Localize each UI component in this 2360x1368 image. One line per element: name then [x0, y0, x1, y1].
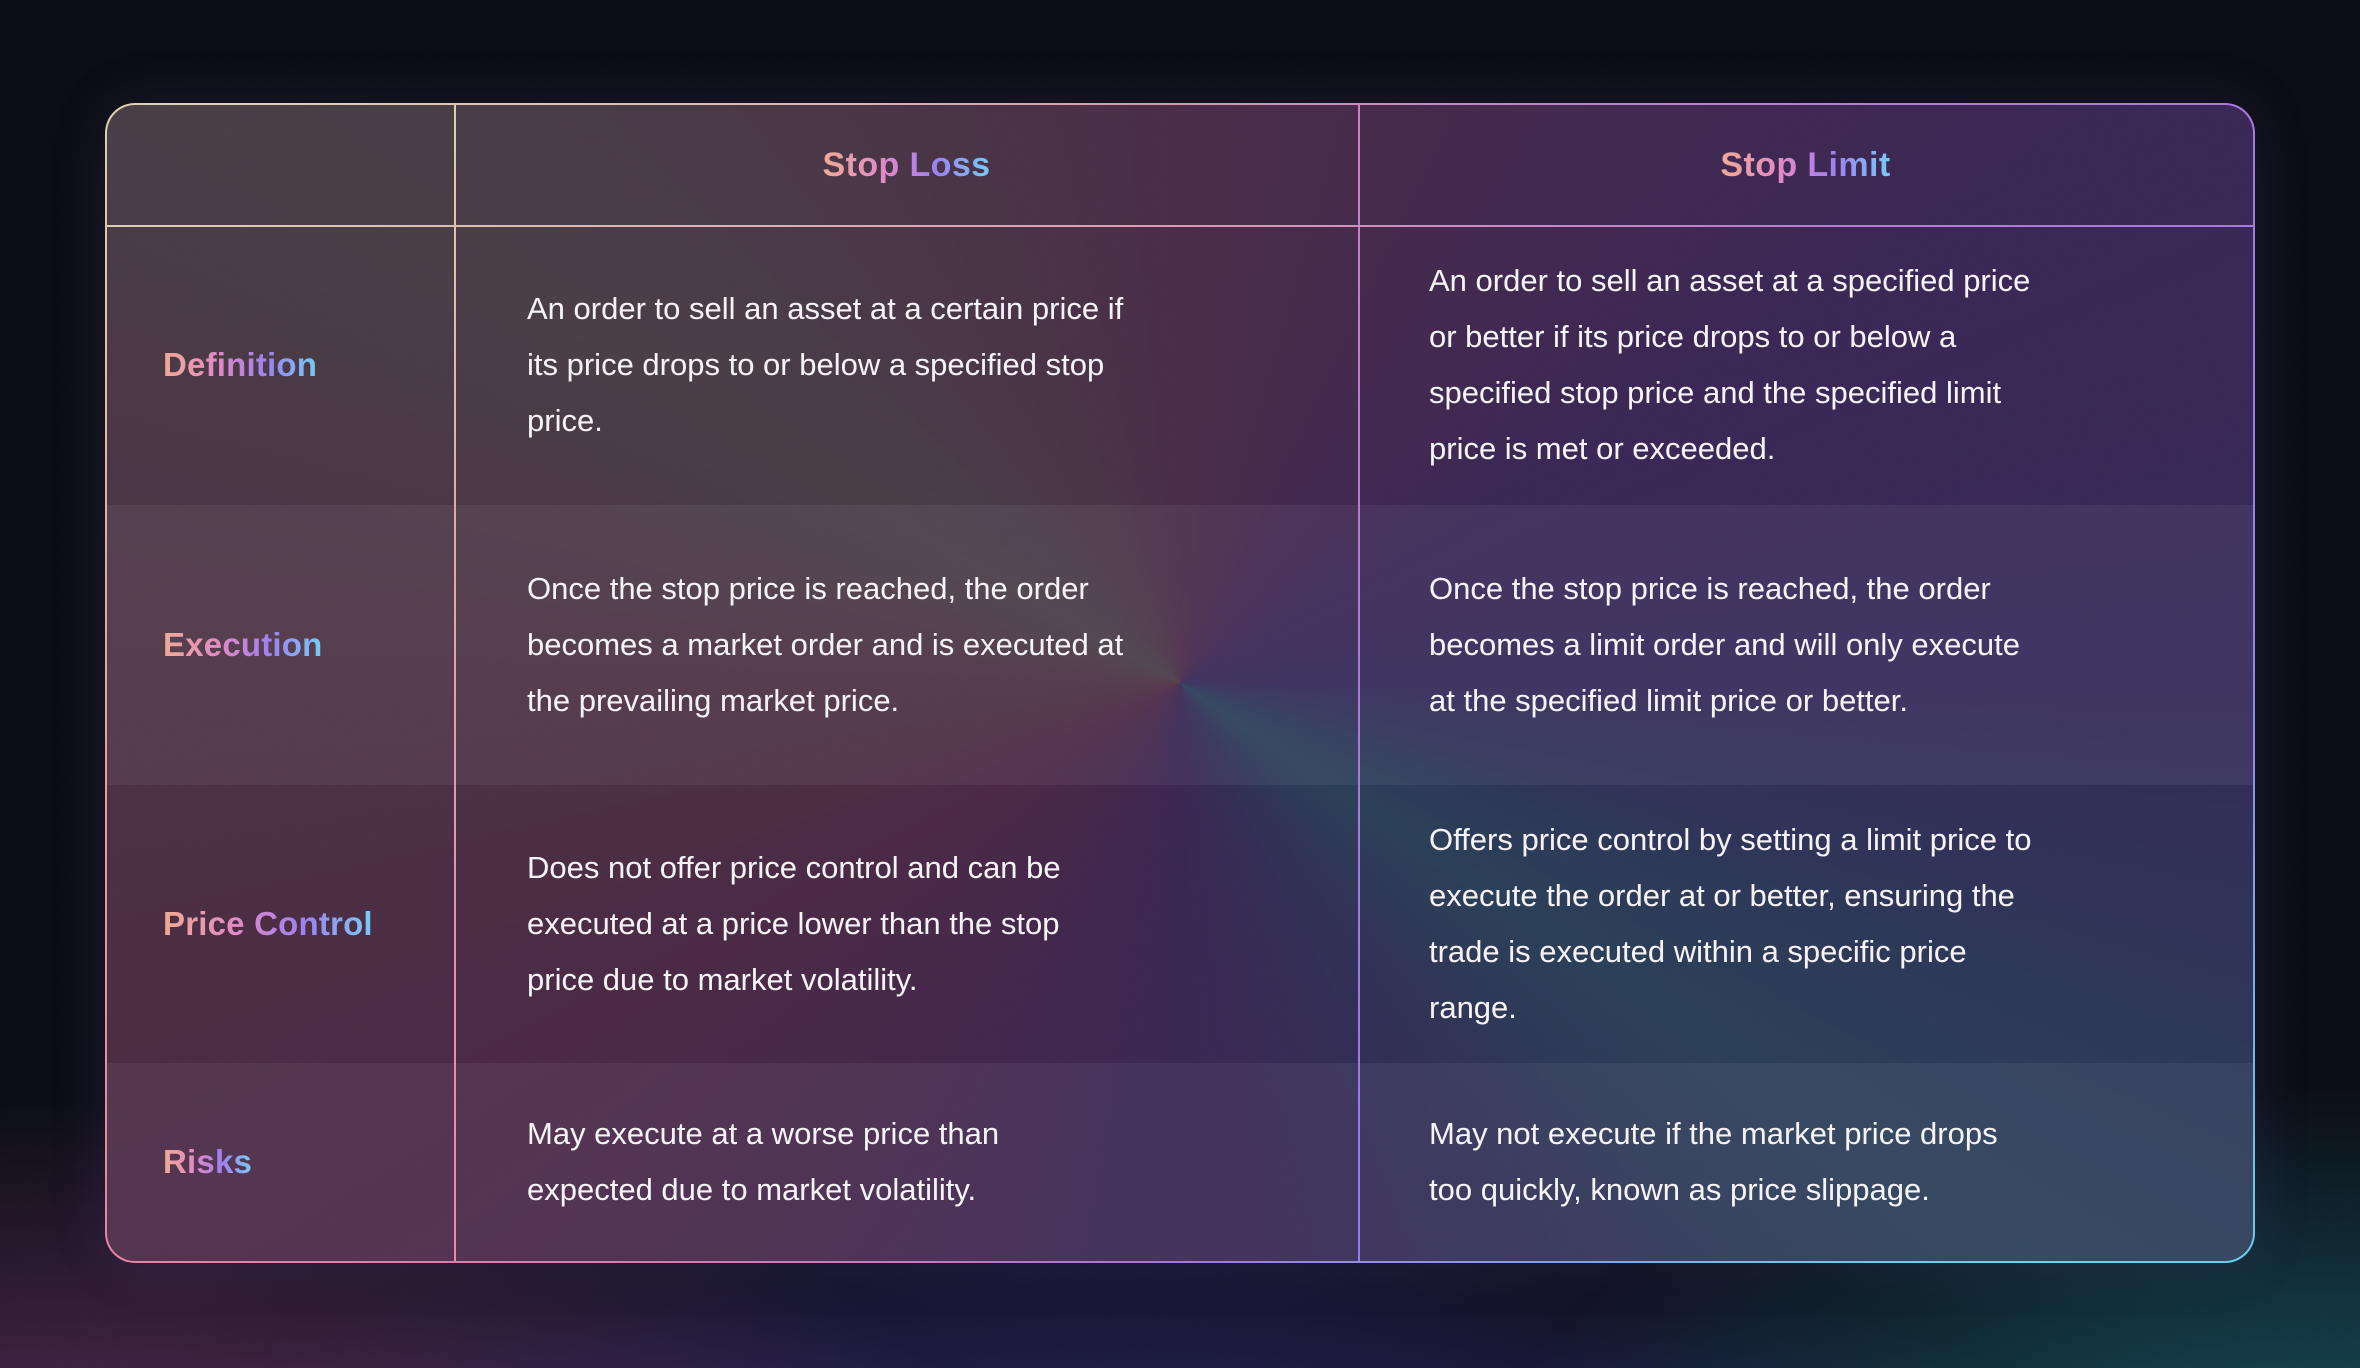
table-row-definition: Definition An order to sell an asset at … [107, 225, 2253, 505]
cell-risks-stop-limit: May not execute if the market price drop… [1358, 1063, 2253, 1261]
cell-text: May not execute if the market price drop… [1429, 1116, 1998, 1207]
row-header-cell: Price Control [107, 785, 455, 1063]
cell-text: An order to sell an asset at a specified… [1429, 263, 2031, 466]
cell-text: Does not offer price control and can be … [527, 850, 1061, 997]
cell-text: Offers price control by setting a limit … [1429, 822, 2032, 1025]
cell-price-control-stop-loss: Does not offer price control and can be … [455, 785, 1358, 1063]
row-header-cell: Risks [107, 1063, 455, 1261]
row-header-label: Definition [163, 346, 318, 383]
cell-text: Once the stop price is reached, the orde… [1429, 571, 2020, 718]
cell-text: An order to sell an asset at a certain p… [527, 291, 1124, 438]
row-header-cell: Execution [107, 505, 455, 785]
comparison-table: Stop Loss Stop Limit Definition An order… [107, 105, 2253, 1261]
column-header-stop-loss: Stop Loss [455, 105, 1358, 225]
column-header-label: Stop Limit [1720, 145, 1891, 184]
table-row-execution: Execution Once the stop price is reached… [107, 505, 2253, 785]
row-header-label: Execution [163, 626, 323, 663]
corner-cell [107, 105, 455, 225]
column-header-label: Stop Loss [822, 145, 991, 184]
table-row-price-control: Price Control Does not offer price contr… [107, 785, 2253, 1063]
table-row-risks: Risks May execute at a worse price than … [107, 1063, 2253, 1261]
cell-execution-stop-limit: Once the stop price is reached, the orde… [1358, 505, 2253, 785]
cell-text: Once the stop price is reached, the orde… [527, 571, 1124, 718]
cell-risks-stop-loss: May execute at a worse price than expect… [455, 1063, 1358, 1261]
column-header-stop-limit: Stop Limit [1358, 105, 2253, 225]
row-header-cell: Definition [107, 225, 455, 505]
cell-text: May execute at a worse price than expect… [527, 1116, 1000, 1207]
cell-price-control-stop-limit: Offers price control by setting a limit … [1358, 785, 2253, 1063]
table-header-row: Stop Loss Stop Limit [107, 105, 2253, 225]
cell-definition-stop-limit: An order to sell an asset at a specified… [1358, 225, 2253, 505]
row-header-label: Risks [163, 1143, 253, 1180]
cell-definition-stop-loss: An order to sell an asset at a certain p… [455, 225, 1358, 505]
comparison-table-frame: Stop Loss Stop Limit Definition An order… [105, 103, 2255, 1263]
row-header-label: Price Control [163, 905, 373, 942]
cell-execution-stop-loss: Once the stop price is reached, the orde… [455, 505, 1358, 785]
